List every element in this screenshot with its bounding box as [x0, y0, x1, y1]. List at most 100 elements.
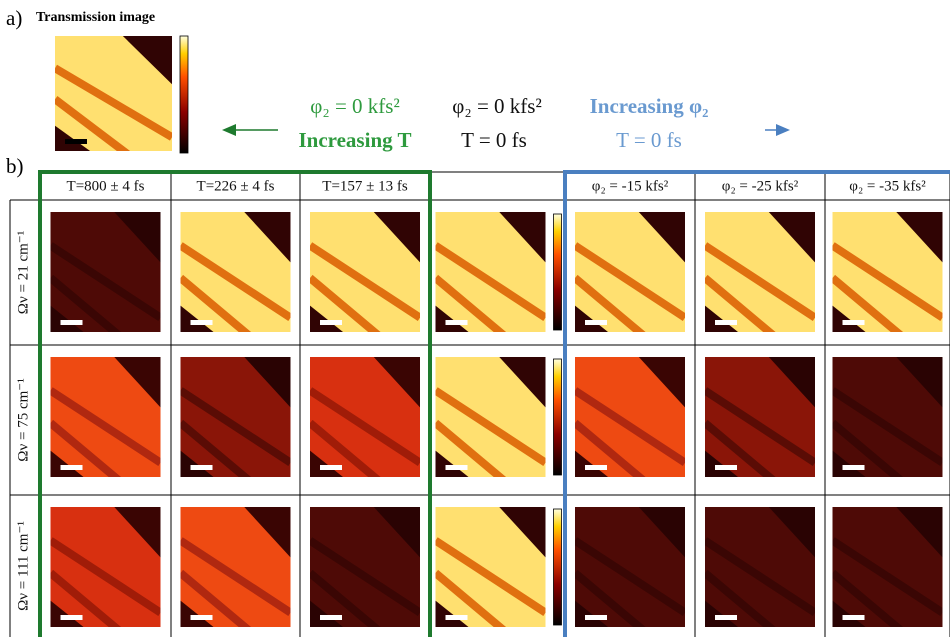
micro-image [705, 212, 815, 332]
image-stripe [435, 419, 507, 477]
chirp-frame [563, 170, 950, 637]
micro-image [435, 357, 546, 477]
scale-bar [715, 465, 737, 470]
image-stripe [832, 569, 904, 627]
micro-image [50, 212, 161, 332]
image-content [180, 212, 291, 332]
scale-bar [585, 320, 607, 325]
image-content [435, 357, 546, 477]
image-dark [55, 125, 91, 151]
micro-image [832, 212, 943, 332]
image-dark [244, 212, 291, 263]
colorbar [179, 35, 189, 154]
image-content [575, 212, 685, 332]
image-content [50, 357, 161, 477]
image-content [705, 507, 815, 627]
image-content [50, 507, 161, 627]
image-dark [768, 357, 815, 408]
colorbar [553, 358, 562, 476]
scale-bar [842, 615, 865, 620]
image-stripe [832, 274, 904, 332]
legend-formula: φ₂ = 0 kfs² [310, 94, 400, 118]
image-stripe [180, 537, 291, 616]
micro-image [435, 507, 546, 627]
image-stripe [55, 96, 131, 151]
image-dark [50, 600, 84, 627]
image-dark [180, 450, 214, 477]
image-stripe [705, 242, 815, 321]
column-header: T=226 ± 4 fs [197, 178, 275, 194]
micro-image [435, 212, 546, 332]
image-stripe [705, 569, 776, 627]
scale-bar [842, 320, 865, 325]
scale-bar [445, 465, 468, 470]
micro-image [310, 507, 420, 627]
scale-bar [585, 465, 607, 470]
image-dark [768, 507, 815, 558]
image-stripe [575, 537, 685, 616]
scale-bar [445, 615, 468, 620]
scale-bar [320, 320, 342, 325]
image-stripe [310, 537, 420, 616]
column-header: φ₂ = -25 kfs² [722, 178, 799, 194]
legend-formula: φ₂ = 0 kfs² [452, 94, 542, 118]
image-dark [896, 507, 943, 558]
row-header: Ων = 21 cm⁻¹ [15, 231, 31, 314]
image-stripe [310, 242, 420, 321]
image-stripe [575, 387, 685, 466]
micro-image [50, 357, 161, 477]
image-dark [180, 600, 214, 627]
image-dark [575, 450, 608, 477]
column-header: T=157 ± 13 fs [322, 178, 408, 194]
scale-bar [65, 139, 87, 144]
image-dark [705, 450, 738, 477]
image-dark [896, 357, 943, 408]
panel-title: Transmission image [36, 10, 155, 25]
arrow [222, 124, 278, 136]
image-stripe [832, 419, 904, 477]
image-stripe [575, 419, 646, 477]
image-dark [114, 212, 161, 263]
image-content [435, 507, 546, 627]
image-stripe [832, 537, 943, 616]
image-dark [638, 507, 685, 558]
colorbar [553, 508, 562, 626]
image-stripe [435, 274, 507, 332]
image-stripe [50, 387, 161, 466]
image-stripe [50, 274, 122, 332]
image-content [435, 212, 546, 332]
image-dark [114, 357, 161, 408]
image-dark [310, 305, 343, 332]
image-content [705, 357, 815, 477]
image-stripe [832, 387, 943, 466]
panel-label: b) [6, 154, 24, 178]
image-dark [435, 600, 469, 627]
image-dark [310, 450, 343, 477]
micro-image [310, 357, 420, 477]
micro-image [180, 507, 291, 627]
temporal-frame [38, 170, 432, 637]
image-stripe [435, 569, 507, 627]
image-stripe [50, 242, 161, 321]
image-content [575, 357, 685, 477]
micro-image [180, 212, 291, 332]
image-content [705, 212, 815, 332]
colorbar [553, 213, 562, 331]
micro-image [575, 357, 685, 477]
micro-image [832, 357, 943, 477]
image-stripe [575, 569, 646, 627]
scale-bar [60, 320, 83, 325]
image-dark [768, 212, 815, 263]
image-stripe [50, 569, 122, 627]
row-header: Ων = 75 cm⁻¹ [15, 378, 31, 461]
micro-image [180, 357, 291, 477]
column-header: φ₂ = -15 kfs² [592, 178, 669, 194]
image-dark [373, 212, 420, 263]
image-stripe [575, 242, 685, 321]
image-stripe [435, 242, 546, 321]
column-header: T=800 ± 4 fs [67, 178, 145, 194]
image-content [50, 212, 161, 332]
scale-bar [715, 615, 737, 620]
image-dark [373, 507, 420, 558]
